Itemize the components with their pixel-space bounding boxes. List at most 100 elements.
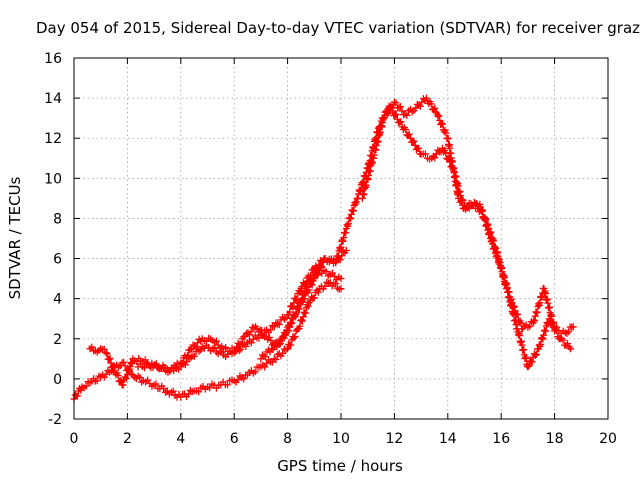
- data-point: [136, 374, 144, 382]
- chart-title: Day 054 of 2015, Sidereal Day-to-day VTE…: [36, 19, 640, 37]
- data-point: [533, 308, 541, 316]
- data-point: [511, 307, 519, 315]
- data-point: [282, 314, 290, 322]
- y-tick-label: -2: [48, 412, 62, 428]
- data-point: [106, 354, 114, 362]
- data-point: [344, 220, 352, 228]
- data-point: [563, 329, 571, 337]
- data-point: [431, 154, 439, 162]
- data-point: [515, 319, 523, 327]
- data-point: [478, 206, 486, 214]
- data-point: [102, 349, 110, 357]
- data-point: [434, 112, 442, 120]
- data-point: [290, 334, 298, 342]
- data-point: [481, 216, 489, 224]
- data-point: [503, 283, 511, 291]
- data-point: [340, 234, 348, 242]
- data-point: [291, 313, 299, 321]
- data-point: [335, 285, 343, 293]
- data-point: [321, 282, 329, 290]
- data-point: [314, 288, 322, 296]
- data-point: [405, 130, 413, 138]
- data-point: [171, 363, 179, 371]
- data-point: [542, 327, 550, 335]
- data-point: [272, 355, 280, 363]
- data-point: [279, 349, 287, 357]
- data-point: [253, 325, 261, 333]
- x-axis-label: GPS time / hours: [277, 457, 403, 475]
- data-point: [125, 367, 133, 375]
- data-point: [559, 336, 567, 344]
- data-point: [187, 345, 195, 353]
- data-point: [537, 340, 545, 348]
- data-point: [510, 303, 518, 311]
- data-point: [392, 99, 400, 107]
- data-point: [140, 364, 148, 372]
- data-point: [352, 198, 360, 206]
- data-point: [514, 311, 522, 319]
- data-point: [184, 390, 192, 398]
- data-point: [160, 384, 168, 392]
- data-point: [100, 345, 108, 353]
- x-tick-label: 4: [176, 431, 185, 447]
- x-tick-label: 10: [332, 431, 350, 447]
- data-point: [395, 104, 403, 112]
- y-tick-label: 0: [53, 372, 62, 388]
- data-point: [535, 300, 543, 308]
- data-point: [127, 360, 135, 368]
- data-point: [322, 268, 330, 276]
- x-tick-label: 0: [70, 431, 79, 447]
- y-tick-label: 16: [44, 51, 62, 67]
- data-point: [103, 350, 111, 358]
- data-point: [283, 329, 291, 337]
- x-tick-label: 2: [123, 431, 132, 447]
- data-point: [442, 129, 450, 137]
- data-point: [251, 368, 259, 376]
- data-point: [144, 376, 152, 384]
- data-point: [495, 260, 503, 268]
- data-point: [533, 309, 541, 317]
- y-tick-labels: -2 0 2 4 6 8 10 12 14 16: [44, 51, 62, 428]
- data-point: [88, 343, 96, 351]
- x-tick-label: 20: [599, 431, 617, 447]
- data-point: [422, 94, 430, 102]
- data-point: [501, 274, 509, 282]
- data-point: [242, 342, 250, 350]
- data-point: [332, 280, 340, 288]
- data-point: [397, 118, 405, 126]
- data-point: [222, 343, 230, 351]
- data-point: [538, 293, 546, 301]
- data-point: [479, 207, 487, 215]
- data-point: [277, 336, 285, 344]
- data-point: [292, 309, 300, 317]
- data-point: [525, 362, 533, 370]
- data-point: [384, 109, 392, 117]
- data-point: [267, 336, 275, 344]
- data-point: [247, 339, 255, 347]
- data-point: [296, 322, 304, 330]
- data-point: [415, 145, 423, 153]
- data-point: [286, 308, 294, 316]
- y-tick-label: 12: [44, 131, 62, 147]
- data-point: [302, 304, 310, 312]
- x-tick-label: 12: [385, 431, 403, 447]
- data-point: [531, 312, 539, 320]
- data-point: [237, 340, 245, 348]
- data-point: [122, 375, 130, 383]
- data-point: [95, 347, 103, 355]
- data-point: [494, 253, 502, 261]
- data-point: [480, 215, 488, 223]
- data-point: [302, 309, 310, 317]
- data-point: [261, 353, 269, 361]
- data-point: [326, 279, 334, 287]
- data-point: [281, 330, 289, 338]
- plot-frame: [73, 57, 609, 420]
- data-point: [531, 317, 539, 325]
- data-point: [287, 320, 295, 328]
- data-point: [109, 362, 117, 370]
- data-point: [342, 229, 350, 237]
- data-point: [483, 222, 491, 230]
- data-point: [183, 351, 191, 359]
- data-point: [459, 196, 467, 204]
